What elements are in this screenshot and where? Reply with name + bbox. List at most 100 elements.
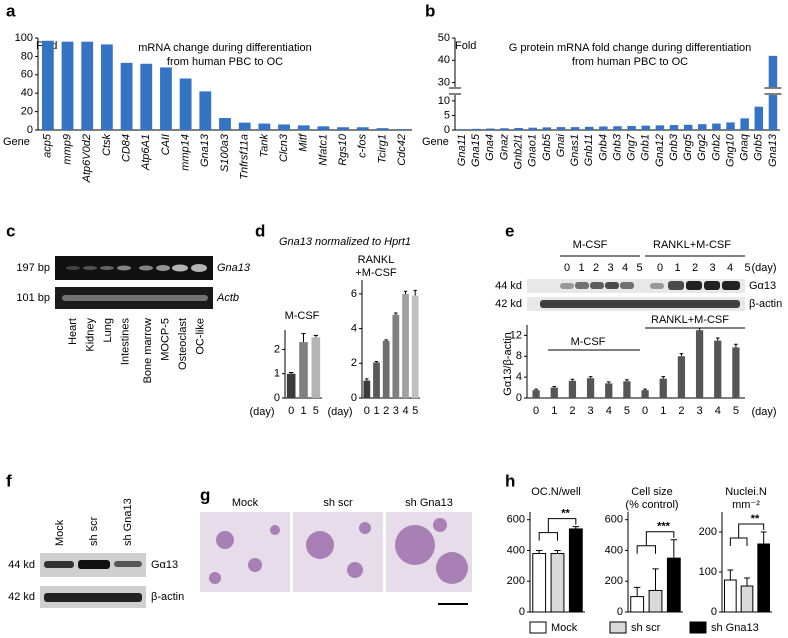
x-tick-label: 0 xyxy=(288,405,294,417)
bar xyxy=(648,589,663,613)
bar xyxy=(599,126,608,130)
x-tick-label: Gna12 xyxy=(654,134,666,167)
x-tick-label: 3 xyxy=(393,405,399,417)
x-tick-label: Tnfrsf11a xyxy=(239,134,251,180)
x-tick-label: Gng10 xyxy=(724,133,736,167)
panel-label: f xyxy=(6,471,12,490)
lane-label: Lung xyxy=(102,318,114,342)
y-label: Gα13/β-actin xyxy=(502,332,514,395)
y-tick-label: 600 xyxy=(605,514,623,526)
x-tick-label: CD84 xyxy=(120,134,132,162)
band-size: 197 bp xyxy=(16,262,50,274)
bar xyxy=(714,340,722,398)
x-tick-label: Gna13 xyxy=(199,133,211,167)
error-bar xyxy=(734,343,738,348)
bar xyxy=(297,125,310,130)
error-bar xyxy=(534,388,538,391)
error-bar xyxy=(760,531,767,544)
protein-label: Gα13 xyxy=(749,280,776,292)
panel-label: a xyxy=(6,1,16,20)
axis-break xyxy=(449,87,461,95)
bar xyxy=(376,128,389,130)
y-tick-label: 200 xyxy=(507,575,525,587)
x-tick-label: Gnb3 xyxy=(668,133,680,161)
x-tick-label: Nfatc1 xyxy=(317,134,329,166)
bar xyxy=(100,44,113,130)
lane-label: Bone marrow xyxy=(142,318,154,383)
x-tick-label: CAII xyxy=(160,134,172,155)
x-tick-label: 2 xyxy=(678,405,684,417)
bar xyxy=(641,125,650,130)
x-label: Gene xyxy=(422,136,449,148)
chart-title: +M-CSF xyxy=(355,267,397,279)
error-bar xyxy=(313,334,318,338)
x-tick-label: 1 xyxy=(300,405,306,417)
legend-swatch xyxy=(689,621,707,634)
x-tick-label: Clcn3 xyxy=(278,133,290,162)
bar xyxy=(140,63,153,131)
bar xyxy=(550,387,558,398)
bar xyxy=(740,585,754,613)
bar xyxy=(605,383,613,398)
y-tick-label: 1 xyxy=(274,368,280,380)
x-label: Gene xyxy=(3,136,30,148)
x-tick-label: Gnb1 xyxy=(640,134,652,161)
lane-label: sh Gna13 xyxy=(122,498,134,546)
x-tick-label: 1 xyxy=(660,405,666,417)
y-tick-label: 0 xyxy=(444,124,450,136)
bar xyxy=(627,125,636,130)
gene-label: Actb xyxy=(216,292,239,304)
x-label: (day) xyxy=(249,406,274,418)
lane-label: Heart xyxy=(67,318,79,345)
lane-label: Osteoclast xyxy=(177,318,189,370)
x-tick-label: Mitf xyxy=(298,133,310,152)
error-bar xyxy=(744,577,750,586)
bar xyxy=(160,67,172,130)
protein-label: β-actin xyxy=(749,298,782,310)
error-bar xyxy=(552,386,557,388)
y-tick-label: 100 xyxy=(15,32,33,44)
bar xyxy=(337,127,350,130)
legend-swatch xyxy=(609,621,627,634)
bar xyxy=(528,127,537,130)
x-tick-label: Gnb3 xyxy=(611,133,623,161)
bar xyxy=(655,125,665,130)
bar xyxy=(286,373,296,398)
bar xyxy=(712,123,721,130)
x-tick-label: 4 xyxy=(606,405,612,417)
error-bar xyxy=(715,337,720,341)
x-tick-label: c-fos xyxy=(357,134,369,158)
chart-title: M-CSF xyxy=(285,310,320,322)
x-tick-label: 1 xyxy=(551,405,557,417)
x-tick-label: Gng5 xyxy=(682,133,694,161)
day-label: 0 xyxy=(657,262,663,274)
bar xyxy=(726,122,735,130)
bar xyxy=(732,347,740,398)
x-tick-label: Gng2 xyxy=(696,134,708,161)
x-tick-label: 0 xyxy=(533,405,539,417)
significance-bracket xyxy=(729,523,765,546)
panel-label: b xyxy=(425,1,435,20)
x-label: (day) xyxy=(327,406,352,418)
y-tick-label: 10 xyxy=(438,95,450,107)
bar xyxy=(258,123,271,130)
y-tick-label: 2 xyxy=(274,343,280,355)
x-tick-label: Gna13 xyxy=(767,133,779,167)
lane-label: OC-like xyxy=(194,318,206,355)
bar xyxy=(317,126,330,130)
error-bar xyxy=(643,388,647,391)
bar xyxy=(382,340,390,398)
x-tick-label: Gna11 xyxy=(456,134,468,166)
bar xyxy=(568,528,583,613)
x-tick-label: Atp6V0d2 xyxy=(81,134,93,183)
bar xyxy=(740,118,749,130)
bar xyxy=(556,127,566,130)
x-tick-label: Gnb11 xyxy=(583,134,595,166)
x-tick-label: Gna15 xyxy=(470,133,482,167)
lane-label: Intestines xyxy=(119,318,131,366)
image-label: sh Gna13 xyxy=(405,497,453,509)
x-tick-label: Tcirg1 xyxy=(376,134,388,164)
bar xyxy=(695,330,704,398)
x-tick-label: Gnaq xyxy=(739,133,751,161)
band-size: 101 bp xyxy=(16,292,50,304)
